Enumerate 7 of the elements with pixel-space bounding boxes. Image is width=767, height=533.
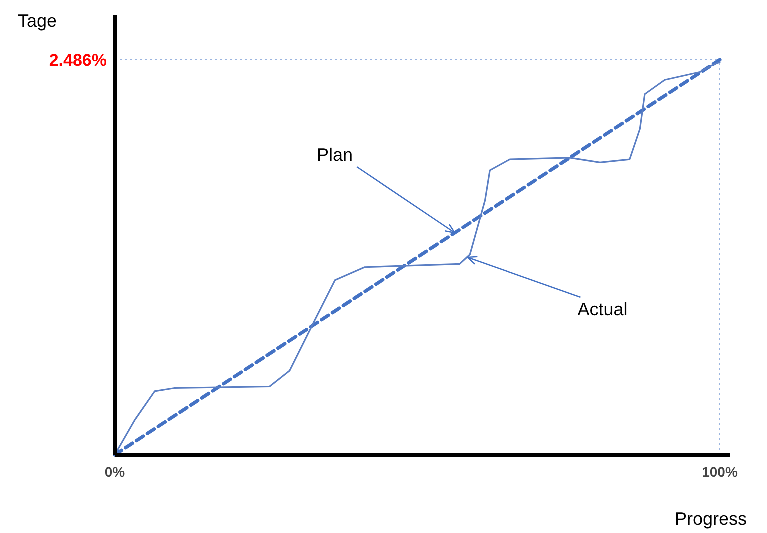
annotation: Plan [316,145,354,166]
x-tick-label: 100% [702,464,738,480]
x-tick-label: 0% [104,464,126,480]
annotation: Actual [578,300,628,320]
x-axis-title: Progress [674,509,747,529]
text: 2.486% [49,51,107,70]
y-axis-title: Tage [18,11,58,31]
